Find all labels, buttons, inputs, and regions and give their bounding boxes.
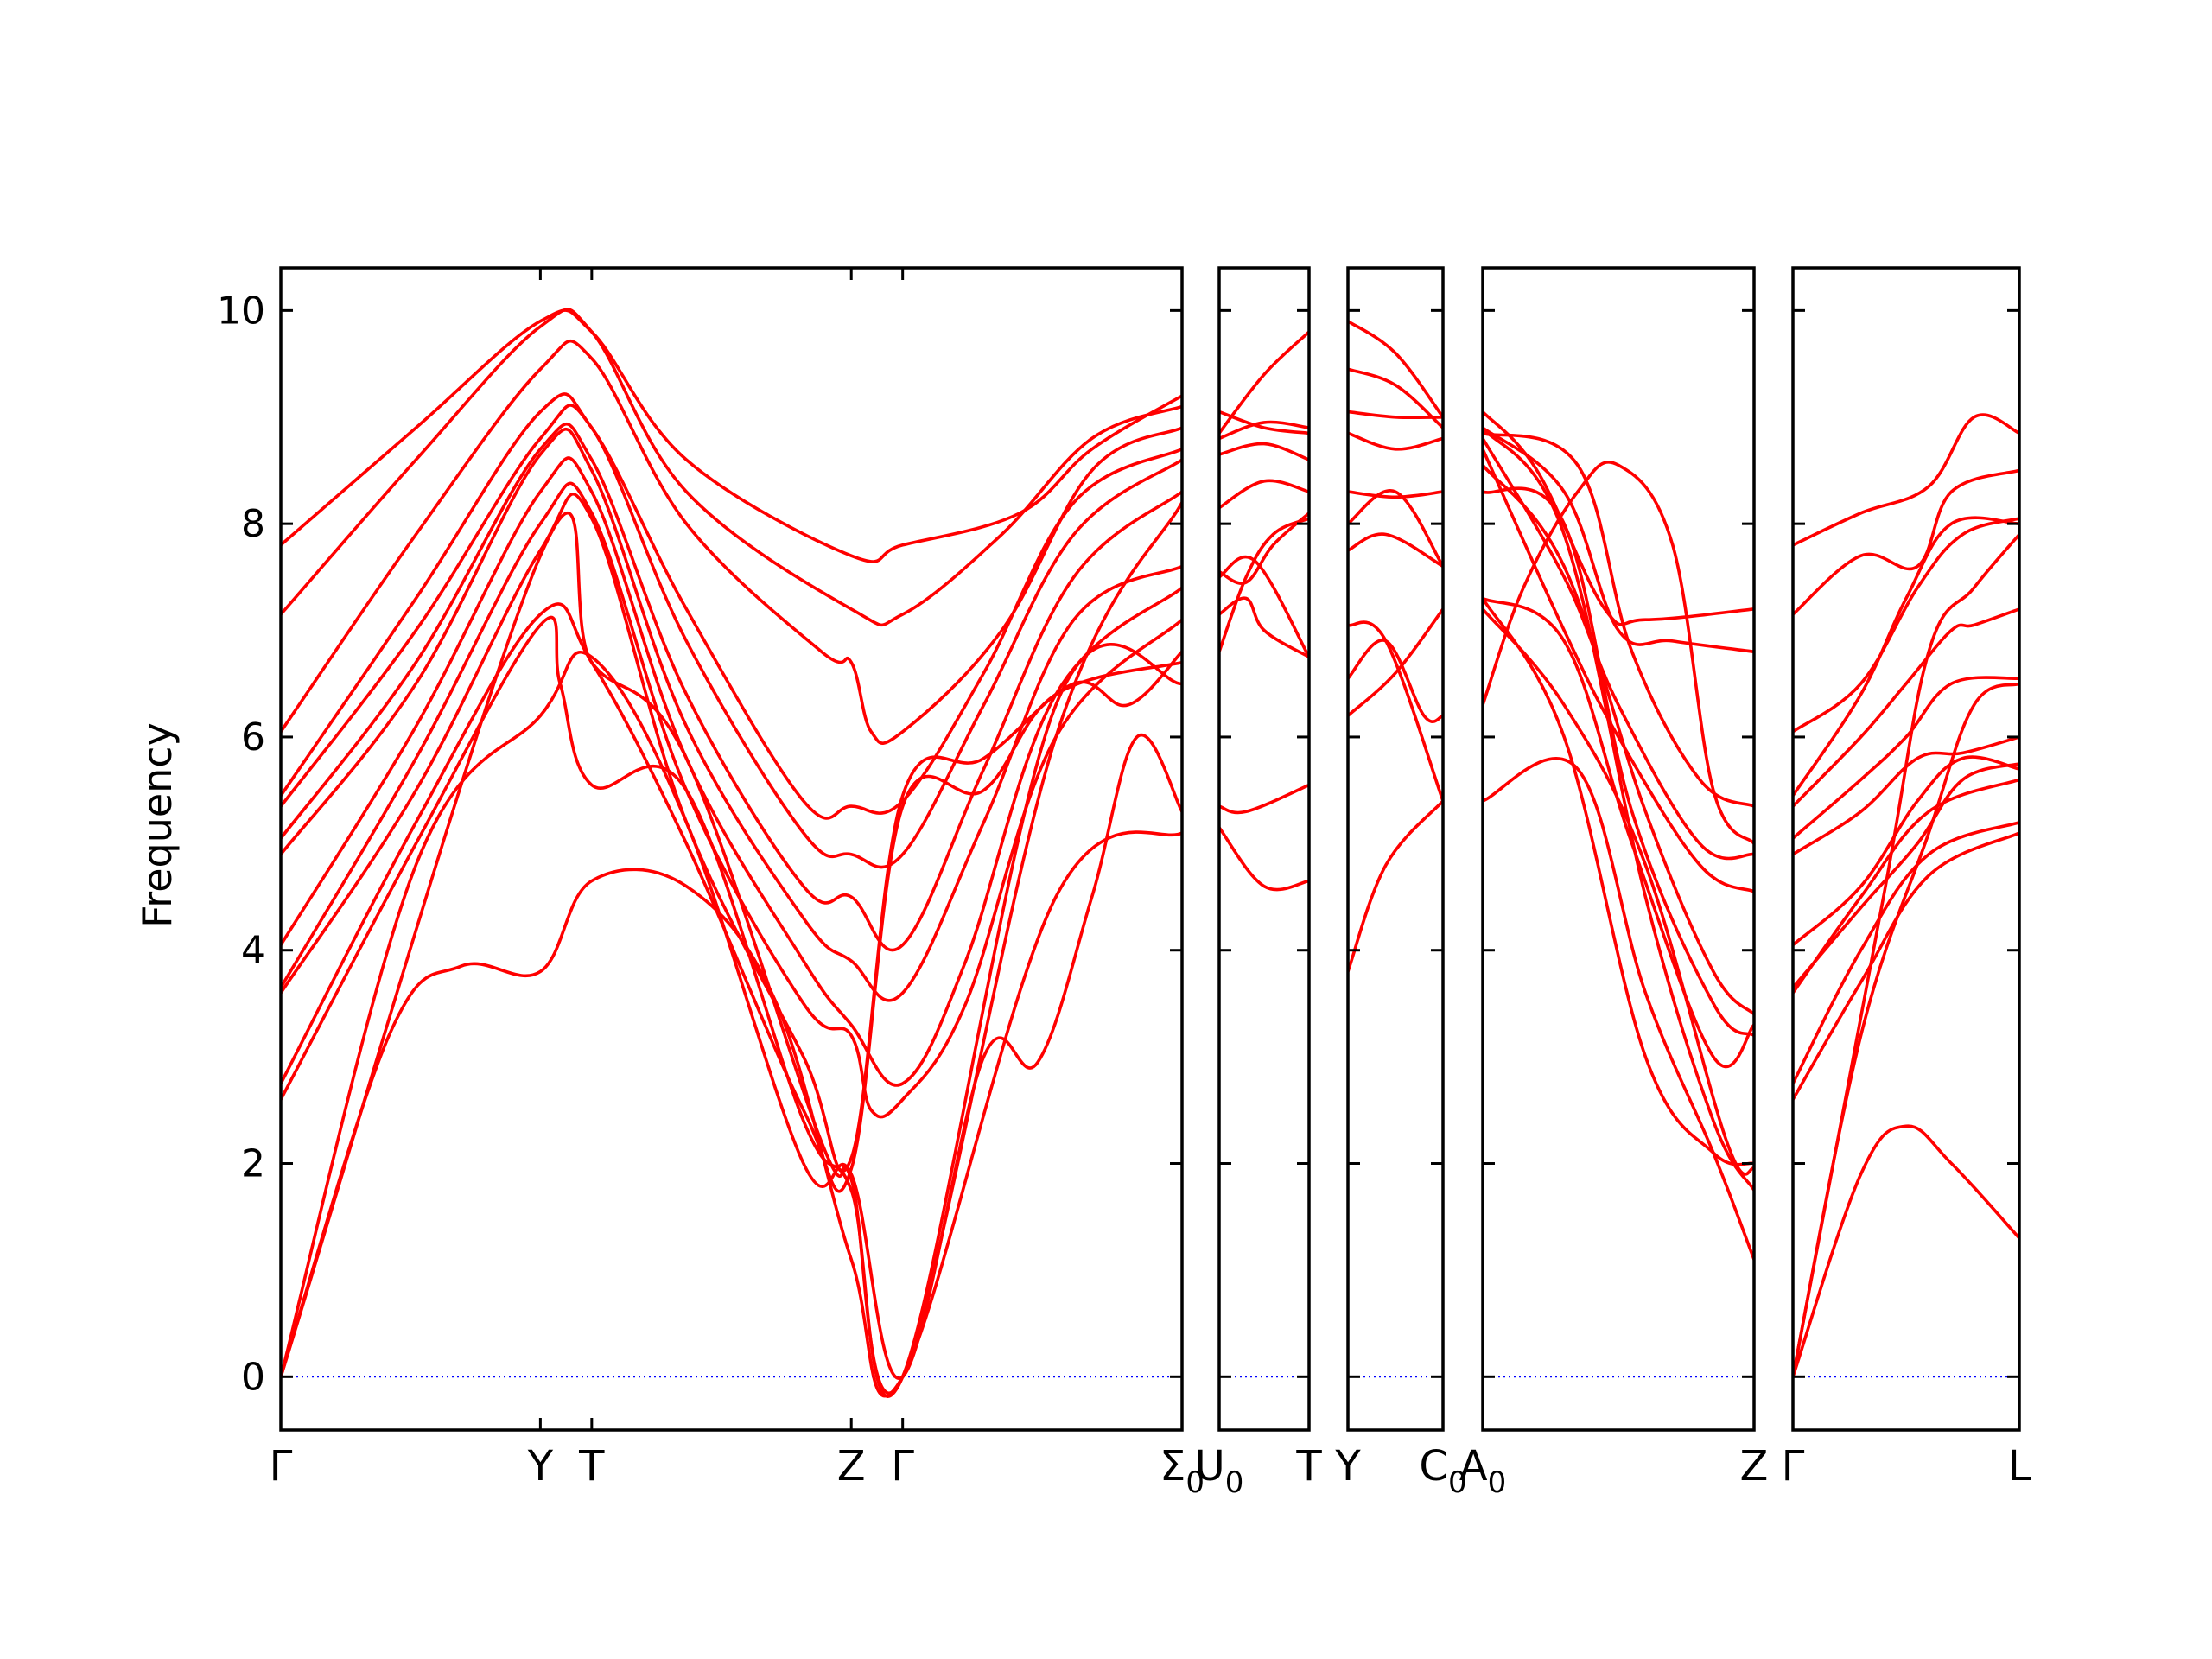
x-tick-label: Y	[1334, 1442, 1361, 1491]
phonon-band-3	[1483, 431, 1754, 808]
y-tick-label: 2	[241, 1142, 265, 1186]
phonon-band-14	[1793, 1124, 2019, 1379]
y-tick-label: 4	[241, 929, 265, 973]
phonon-band-9	[1793, 762, 2019, 989]
panel-bands	[1219, 330, 1309, 1378]
y-axis-label: Frequency	[134, 722, 181, 928]
phonon-band-1	[1219, 330, 1309, 435]
x-tick-label: Z	[837, 1442, 866, 1491]
x-tick-label: Y	[527, 1442, 554, 1491]
phonon-band-12	[1483, 596, 1754, 1166]
phonon-band-13	[281, 650, 1182, 1381]
phonon-band-8	[1483, 596, 1754, 1069]
y-tick-label: 6	[241, 715, 265, 760]
x-tick-label: T	[1295, 1442, 1322, 1491]
panel-4: A0 Z	[1459, 266, 1769, 1500]
phonon-band-6	[1348, 489, 1443, 569]
phonon-band-3	[1348, 410, 1443, 420]
phonon-band-2	[281, 308, 1182, 627]
phonon-band-10	[1348, 799, 1443, 974]
y-tick-label: 10	[217, 289, 265, 333]
phonon-band-15	[1793, 532, 2019, 1379]
phonon-band-1	[1793, 413, 2019, 547]
phonon-band-3	[1793, 517, 2019, 734]
phonon-band-1	[1348, 319, 1443, 419]
phonon-band-2	[1793, 468, 2019, 616]
phonon-band-9	[1348, 607, 1443, 718]
phonon-band-10	[1483, 460, 1754, 846]
panel-2: U0 T	[1195, 266, 1322, 1500]
phonon-band-14	[281, 830, 1182, 1398]
phonon-band-5	[281, 404, 1182, 869]
phonon-band-11	[1348, 639, 1443, 723]
phonon-band-11	[1219, 826, 1309, 892]
x-tick-label: T	[578, 1442, 605, 1491]
panel-frame	[279, 266, 1184, 1432]
x-tick-label: Γ	[891, 1442, 914, 1491]
phonon-band-4	[1483, 436, 1754, 861]
x-tick-label: Γ	[270, 1442, 293, 1491]
phonon-band-1	[281, 308, 1182, 563]
phonon-band-15	[281, 500, 1182, 1395]
phonon-band-6	[1219, 555, 1309, 659]
phonon-band-6	[1483, 463, 1754, 1016]
phonon-band-4	[1219, 442, 1309, 461]
x-tick-label: Γ	[1782, 1442, 1805, 1491]
phonon-band-5	[1348, 490, 1443, 499]
panel-bands	[1793, 413, 2019, 1379]
phonon-band-9	[1219, 517, 1309, 653]
phonon-band-5	[1219, 479, 1309, 510]
phonon-band-7	[1219, 512, 1309, 585]
phonon-band-12	[281, 615, 1182, 1398]
panel-frame	[1217, 266, 1311, 1432]
x-tick-label: C0	[1419, 1442, 1466, 1500]
phonon-band-5	[1483, 448, 1754, 893]
phonon-band-1	[1483, 410, 1754, 626]
panel-frame	[1791, 266, 2021, 1432]
phonon-band-7	[1348, 532, 1443, 569]
panel-3: Y C0	[1334, 266, 1467, 1500]
panel-frame	[1481, 266, 1756, 1432]
phonon-band-13	[1483, 426, 1754, 1192]
phonon-band-9	[281, 481, 1182, 1119]
y-tick-label: 8	[241, 502, 265, 546]
x-tick-label: L	[2008, 1442, 2031, 1491]
phonon-band-4	[281, 392, 1182, 820]
phonon-band-3	[1219, 420, 1309, 441]
panel-bands	[281, 308, 1182, 1398]
panel-frame	[1346, 266, 1445, 1432]
phonon-band-4	[1348, 431, 1443, 451]
phonon-band-10	[1219, 783, 1309, 815]
phonon-band-5	[1793, 607, 2019, 808]
panel-bands	[1348, 319, 1443, 1378]
phonon-band-8	[1219, 596, 1309, 659]
phonon-band-4	[1793, 516, 2019, 798]
x-tick-label: A0	[1459, 1442, 1506, 1500]
phonon-band-10	[1793, 778, 2019, 995]
phonon-band-8	[1348, 620, 1443, 803]
phonon-band-8	[1793, 755, 2019, 947]
phonon-band-6	[281, 423, 1182, 952]
phonon-band-7	[1483, 486, 1754, 1038]
phonon-band-8	[281, 456, 1182, 1087]
x-tick-label: U0	[1195, 1442, 1244, 1500]
phonon-band-2	[1219, 410, 1309, 435]
phonon-band-9	[1483, 607, 1754, 1176]
x-tick-label: Z	[1740, 1442, 1769, 1491]
y-tick-label: 0	[241, 1355, 265, 1399]
phonon-band-11	[1793, 820, 2019, 1085]
phonon-band-12	[1793, 831, 2019, 1102]
phonon-band-7	[1793, 735, 2019, 856]
x-tick-label: Σ0	[1160, 1442, 1205, 1500]
phonon-band-10	[281, 492, 1182, 1173]
panel-bands	[1483, 410, 1754, 1378]
phonon-band-11	[1483, 757, 1754, 1262]
phonon-band-6	[1793, 676, 2019, 840]
